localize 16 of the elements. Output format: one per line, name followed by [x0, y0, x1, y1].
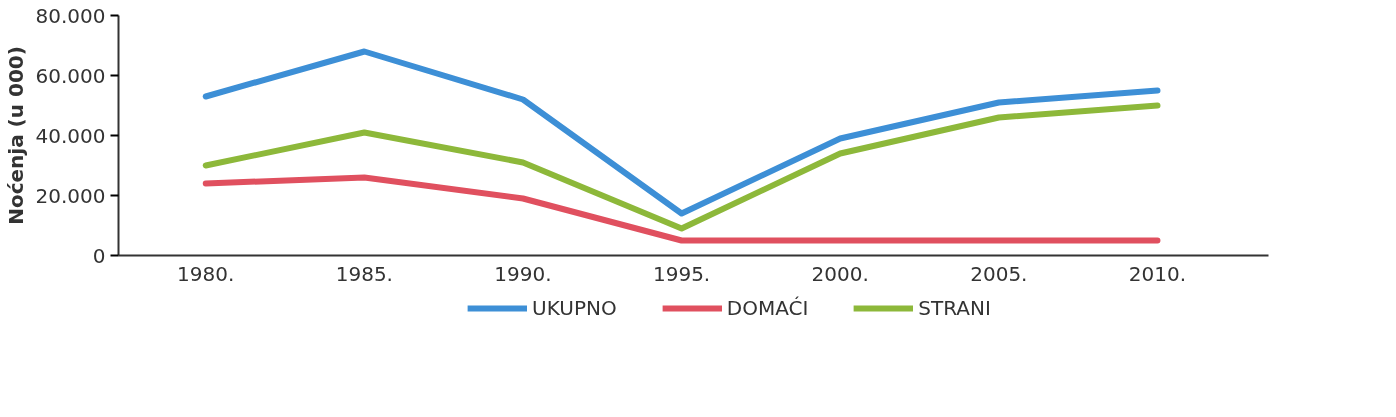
- y-axis-title: Noćenja (u 000): [3, 46, 28, 225]
- y-tick-label: 60.000: [35, 63, 106, 88]
- y-tick-label: 0: [92, 243, 106, 268]
- x-tick-label: 2005.: [970, 261, 1028, 286]
- x-tick-label: 1990.: [494, 261, 552, 286]
- y-tick-label: 80.000: [35, 3, 106, 28]
- legend-label: UKUPNO: [532, 296, 617, 320]
- legend-label: DOMAĆI: [726, 296, 809, 320]
- x-tick-label: 1995.: [652, 261, 711, 286]
- legend-label: STRANI: [918, 296, 991, 320]
- y-tick-label: 40.000: [35, 123, 106, 148]
- x-tick-label: 1985.: [335, 261, 393, 286]
- x-tick-label: 2000.: [811, 261, 869, 286]
- y-tick-label: 20.000: [35, 183, 106, 208]
- x-tick-label: 1980.: [177, 261, 235, 286]
- x-tick-label: 2010.: [1128, 261, 1187, 286]
